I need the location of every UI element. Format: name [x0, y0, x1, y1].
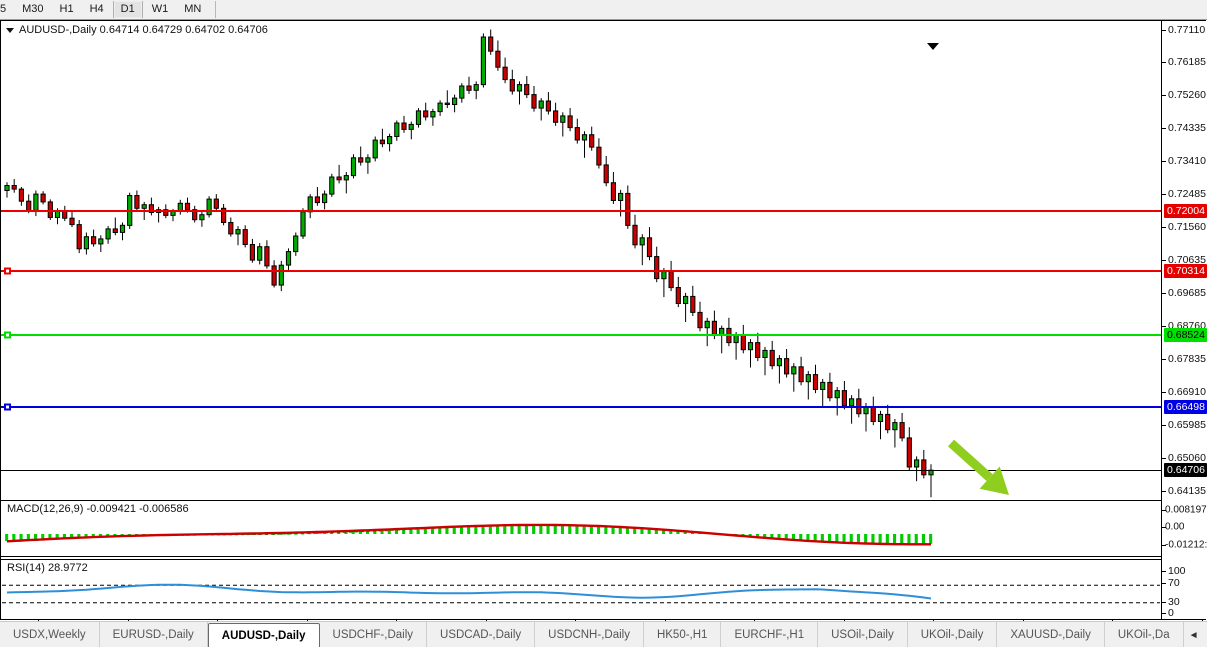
green-down-arrow-icon[interactable]: [1, 21, 1161, 499]
timeframe-buttons: 5 M30 H1 H4 D1 W1 MN: [0, 1, 209, 18]
price-axis-label: 0.64135: [1168, 484, 1206, 497]
tab-scroll-left-icon[interactable]: ◄: [1188, 629, 1199, 641]
price-axis-chip-black[interactable]: 0.64706: [1164, 463, 1207, 478]
rsi-axis-tick: [1162, 583, 1166, 584]
price-axis-chip-blue[interactable]: 0.66498: [1164, 399, 1207, 414]
price-axis-tick: [1162, 424, 1166, 426]
price-axis-tick: [1162, 62, 1166, 64]
price-axis-label: 0.65060: [1168, 451, 1206, 464]
price-axis-tick: [1162, 226, 1166, 228]
price-axis-tick: [1162, 259, 1166, 261]
timeframe-w1[interactable]: W1: [151, 3, 169, 15]
symbol-tab-usoil-daily[interactable]: USOil-,Daily: [818, 622, 908, 647]
price-axis-tick: [1162, 392, 1166, 394]
rsi-axis-label: 0: [1168, 607, 1174, 619]
price-pane[interactable]: AUDUSD-,Daily 0.64714 0.64729 0.64702 0.…: [1, 21, 1161, 499]
timeframe-h1[interactable]: H1: [59, 3, 74, 15]
price-axis[interactable]: 0.77110 0.76185 0.75260 0.74335 0.73410 0.724…: [1161, 21, 1207, 619]
symbol-tab-ukoil-da[interactable]: UKOil-,Da: [1105, 622, 1184, 647]
price-axis-tick: [1162, 490, 1166, 492]
timeframe-m30[interactable]: M30: [22, 3, 44, 15]
symbol-tab-usdx-weekly[interactable]: USDX,Weekly: [0, 622, 100, 647]
price-axis-chip-red[interactable]: 0.72004: [1164, 203, 1207, 218]
price-axis-label: 0.72485: [1168, 187, 1206, 200]
collapse-triangle-icon[interactable]: [6, 27, 14, 33]
tab-scroll-controls: ◄ ►: [1184, 622, 1207, 647]
timeframe-5[interactable]: 5: [0, 3, 7, 15]
macd-header: MACD(12,26,9) -0.009421 -0.006586: [7, 503, 192, 515]
price-axis-label: 0.70635: [1168, 253, 1206, 266]
symbol-tab-eurchf-h1[interactable]: EURCHF-,H1: [721, 622, 819, 647]
price-axis-label: 0.74335: [1168, 122, 1206, 135]
rsi-header: RSI(14) 28.9772: [7, 562, 91, 574]
macd-axis-tick: [1162, 545, 1166, 546]
level-line-bar: [1, 469, 1161, 471]
symbol-header: AUDUSD-,Daily 0.64714 0.64729 0.64702 0.…: [6, 24, 268, 36]
price-axis-label: 0.71560: [1168, 220, 1206, 233]
macd-axis-label: 0.008197: [1165, 504, 1207, 516]
price-axis-tick: [1162, 161, 1166, 163]
level-drag-handle[interactable]: [4, 403, 11, 411]
price-axis-label: 0.76185: [1168, 56, 1206, 69]
symbol-tab-xauusd-daily[interactable]: XAUUSD-,Daily: [997, 622, 1105, 647]
symbol-tab-usdchf-daily[interactable]: USDCHF-,Daily: [320, 622, 428, 647]
price-axis-label: 0.73410: [1168, 155, 1206, 168]
price-axis-chip-green[interactable]: 0.68524: [1164, 327, 1207, 342]
symbol-tab-bar: USDX,Weekly EURUSD-,Daily AUDUSD-,Daily USD…: [0, 621, 1207, 647]
rsi-series: [2, 583, 1160, 604]
level-drag-handle[interactable]: [4, 331, 11, 339]
chart-frame[interactable]: AUDUSD-,Daily 0.64714 0.64729 0.64702 0.…: [0, 20, 1207, 635]
level-drag-handle[interactable]: [4, 267, 11, 275]
price-axis-tick: [1162, 29, 1166, 31]
rsi-pane[interactable]: RSI(14) 28.9772: [1, 559, 1161, 619]
rsi-axis-label: 100: [1168, 565, 1186, 577]
price-axis-tick: [1162, 293, 1166, 295]
macd-series: [5, 523, 933, 546]
timeframe-toolbar: 5 M30 H1 H4 D1 W1 MN: [0, 0, 1207, 20]
macd-axis-label: 0.00: [1165, 521, 1185, 533]
symbol-tab-eurusd-daily[interactable]: EURUSD-,Daily: [100, 622, 208, 647]
macd-pane[interactable]: MACD(12,26,9) -0.009421 -0.006586: [1, 500, 1161, 557]
toolbar-separator: [215, 1, 217, 18]
symbol-tab-usdcad-daily[interactable]: USDCAD-,Daily: [427, 622, 536, 647]
symbol-tab-list: USDX,Weekly EURUSD-,Daily AUDUSD-,Daily USD…: [0, 622, 1184, 647]
rsi-axis-tick: [1162, 613, 1166, 614]
price-axis-tick: [1162, 359, 1166, 361]
macd-axis-tick: [1162, 510, 1166, 511]
price-axis-tick: [1162, 193, 1166, 195]
candlestick-series: [4, 29, 934, 498]
rsi-axis-label: 70: [1168, 577, 1180, 589]
timeframe-d1[interactable]: D1: [112, 1, 143, 18]
price-axis-label: 0.66910: [1168, 386, 1206, 399]
level-line-bar: [1, 333, 1161, 336]
rsi-axis-tick: [1162, 571, 1166, 572]
symbol-header-text: AUDUSD-,Daily 0.64714 0.64729 0.64702 0.…: [19, 24, 268, 36]
symbol-tab-hk50-h1[interactable]: HK50-,H1: [644, 622, 722, 647]
price-axis-tick: [1162, 128, 1166, 130]
price-axis-tick: [1162, 457, 1166, 459]
rsi-axis-label: 30: [1168, 596, 1180, 608]
price-axis-tick: [1162, 326, 1166, 328]
price-axis-label: 0.69685: [1168, 287, 1206, 300]
rsi-axis-tick: [1162, 602, 1166, 603]
price-axis-label: 0.67835: [1168, 353, 1206, 366]
price-axis-label: 0.65985: [1168, 418, 1206, 431]
level-line-bar: [1, 270, 1161, 273]
level-line-bar: [1, 209, 1161, 212]
macd-axis-tick: [1162, 527, 1166, 528]
chart-top-marker-icon: [927, 43, 939, 50]
timeframe-mn[interactable]: MN: [184, 3, 202, 15]
timeframe-h4[interactable]: H4: [89, 3, 104, 15]
macd-axis-label: -0.01212:: [1165, 539, 1207, 551]
symbol-tab-ukoil-daily[interactable]: UKOil-,Daily: [908, 622, 998, 647]
price-axis-label: 0.75260: [1168, 89, 1206, 102]
price-axis-label: 0.77110: [1168, 23, 1206, 36]
price-axis-tick: [1162, 95, 1166, 97]
level-line-bar: [1, 405, 1161, 408]
price-axis-chip-red[interactable]: 0.70314: [1164, 264, 1207, 279]
symbol-tab-usdcnh-daily[interactable]: USDCNH-,Daily: [535, 622, 644, 647]
symbol-tab-audusd-daily[interactable]: AUDUSD-,Daily: [207, 623, 320, 647]
